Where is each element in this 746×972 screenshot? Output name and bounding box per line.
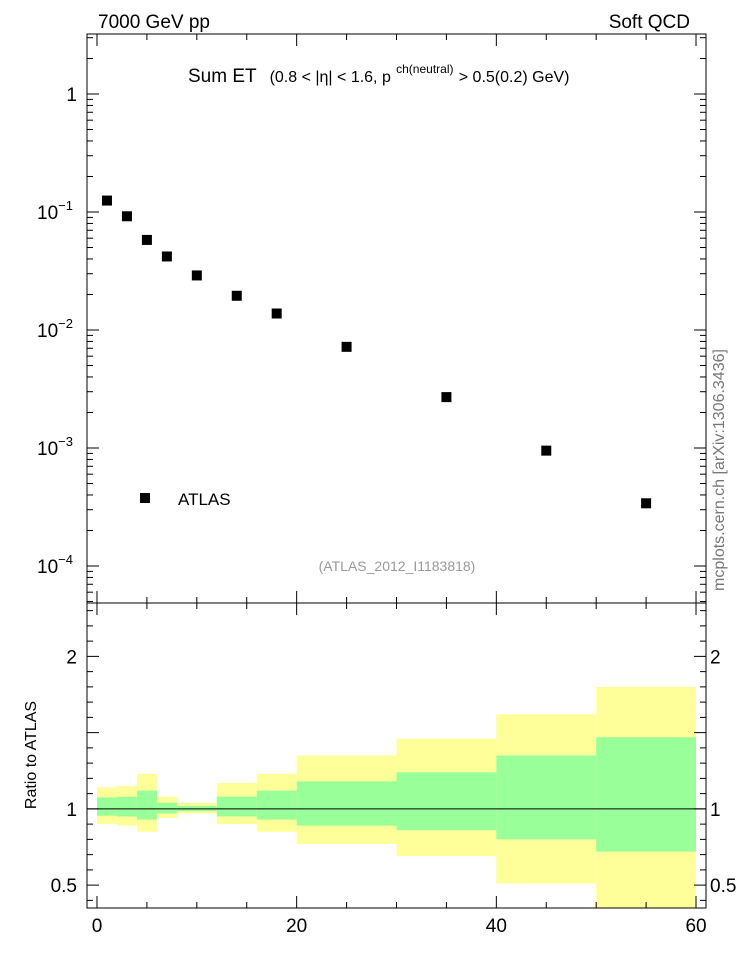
ratio-bands bbox=[96, 686, 697, 908]
reference-label: (ATLAS_2012_I1183818) bbox=[319, 558, 476, 574]
main-y-tick-exp: −3 bbox=[58, 434, 73, 449]
data-point bbox=[641, 498, 652, 509]
data-point bbox=[161, 251, 172, 262]
plot-title: Sum ET (0.8 < |η| < 1.6, p ch(neutral) >… bbox=[188, 57, 569, 87]
data-point bbox=[231, 290, 242, 301]
data-point bbox=[101, 195, 112, 206]
ratio-y-tick-label-left: 1 bbox=[66, 800, 77, 821]
data-point bbox=[541, 445, 552, 456]
x-tick-label: 60 bbox=[685, 916, 706, 937]
ratio-inner-band bbox=[136, 790, 157, 820]
ratio-inner-band bbox=[396, 772, 497, 831]
main-y-tick-base: 10 bbox=[37, 557, 58, 578]
main-y-tick-exp: −4 bbox=[58, 552, 73, 567]
ratio-panel: 0.5 0.51 12 20 20 40 60 Ratio to ATLAS bbox=[23, 602, 737, 937]
header-right-label: Soft QCD bbox=[609, 12, 690, 33]
main-axis-ticks bbox=[87, 34, 706, 603]
header-left-label: 7000 GeV pp bbox=[98, 12, 210, 33]
ratio-y-tick-label-right: 1 bbox=[710, 800, 721, 821]
ratio-y-axis-label: Ratio to ATLAS bbox=[23, 701, 40, 809]
ratio-inner-band bbox=[256, 790, 297, 820]
main-y-tick-label: 10−2 bbox=[37, 316, 73, 342]
ratio-y-tick-label-left: 0.5 bbox=[51, 876, 77, 897]
ratio-inner-band bbox=[596, 737, 697, 852]
main-y-tick-label: 10−1 bbox=[37, 198, 73, 224]
data-point bbox=[121, 211, 132, 222]
main-y-tick-base: 10 bbox=[37, 321, 58, 342]
main-y-tick-labels: 110−110−210−310−4 bbox=[37, 85, 77, 578]
ratio-y-tick-label-left: 2 bbox=[66, 647, 77, 668]
plot-title-detail-2: > 0.5(0.2) GeV) bbox=[459, 69, 570, 86]
ratio-axis-ticks bbox=[87, 603, 706, 908]
ratio-y-tick-label-right: 0.5 bbox=[710, 876, 736, 897]
data-point bbox=[341, 341, 352, 352]
x-tick-label: 20 bbox=[286, 916, 307, 937]
ratio-inner-band bbox=[116, 796, 137, 817]
x-tick-label: 0 bbox=[92, 916, 103, 937]
ratio-inner-band bbox=[156, 802, 177, 814]
main-panel-frame bbox=[86, 33, 707, 604]
main-panel: 110−110−210−310−4 Sum ET (0.8 < |η| < 1.… bbox=[37, 33, 707, 604]
ratio-y-tick-label-right: 2 bbox=[710, 647, 721, 668]
main-y-tick-exp: −1 bbox=[58, 198, 73, 213]
data-point bbox=[271, 308, 282, 319]
data-point bbox=[141, 234, 152, 245]
ratio-inner-band bbox=[496, 755, 597, 840]
x-tick-label: 40 bbox=[486, 916, 507, 937]
ratio-panel-frame bbox=[86, 602, 707, 909]
ratio-inner-band bbox=[216, 796, 257, 817]
ratio-tick-labels: 0.5 0.51 12 20 20 40 60 bbox=[51, 647, 737, 937]
main-y-tick-label: 10−4 bbox=[37, 552, 73, 578]
data-points bbox=[101, 195, 652, 509]
data-point bbox=[191, 270, 202, 281]
data-point bbox=[441, 392, 452, 403]
side-label: mcplots.cern.ch [arXiv:1306.3436] bbox=[711, 349, 728, 591]
plot-title-main: Sum ET bbox=[188, 66, 257, 87]
main-y-tick-label: 10−3 bbox=[37, 434, 73, 460]
main-y-tick-base: 10 bbox=[37, 439, 58, 460]
main-y-tick-exp: −2 bbox=[58, 316, 73, 331]
plot-title-detail-1: (0.8 < |η| < 1.6, p bbox=[270, 69, 391, 86]
legend-label: ATLAS bbox=[178, 490, 231, 509]
main-y-tick-base: 10 bbox=[37, 203, 58, 224]
main-y-tick-label: 1 bbox=[66, 85, 77, 106]
plot-title-sup: ch(neutral) bbox=[396, 62, 453, 76]
ratio-inner-band bbox=[96, 797, 117, 816]
legend-marker bbox=[140, 493, 150, 503]
ratio-inner-band bbox=[296, 781, 397, 826]
